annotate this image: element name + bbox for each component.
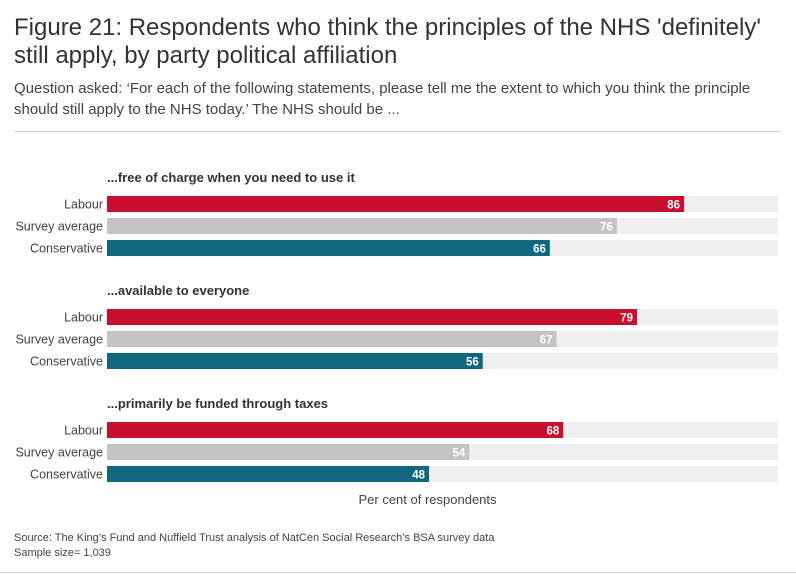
sample-size-text: Sample size= 1,039 (14, 547, 111, 559)
bar-conservative (107, 240, 550, 256)
category-label: Conservative (30, 242, 103, 256)
page-title: Figure 21: Respondents who think the pri… (14, 14, 761, 69)
bar-survey-average (107, 331, 557, 347)
category-label: Labour (64, 311, 103, 325)
data-label: 68 (546, 426, 559, 438)
chart-subtitle: Question asked: ‘For each of the followi… (14, 80, 751, 118)
category-label: Conservative (30, 355, 103, 369)
group-title: ...available to everyone (107, 283, 249, 298)
source-text: Source: The King’s Fund and Nuffield Tru… (14, 532, 495, 544)
bar-survey-average (107, 218, 617, 234)
group-title: ...primarily be funded through taxes (107, 396, 328, 411)
data-label: 67 (540, 335, 553, 347)
data-label: 54 (453, 448, 466, 460)
bar-labour (107, 422, 564, 438)
group-title: ...free of charge when you need to use i… (107, 170, 355, 185)
data-label: 66 (533, 244, 546, 256)
bar-survey-average (107, 444, 470, 460)
header-divider (14, 131, 781, 132)
bottom-divider (0, 572, 796, 573)
x-axis-label: Per cent of respondents (358, 492, 497, 507)
category-label: Survey average (15, 446, 103, 460)
category-label: Survey average (15, 333, 103, 347)
bar-chart: ...free of charge when you need to use i… (15, 170, 778, 507)
source-note: Source: The King’s Fund and Nuffield Tru… (14, 531, 494, 561)
data-label: 56 (466, 357, 479, 369)
data-label: 86 (667, 200, 680, 212)
data-label: 76 (600, 222, 613, 234)
category-label: Labour (64, 424, 103, 438)
bar-conservative (107, 353, 483, 369)
bar-conservative (107, 466, 430, 482)
data-label: 79 (620, 313, 633, 325)
category-label: Conservative (30, 468, 103, 482)
data-label: 48 (412, 470, 425, 482)
bar-labour (107, 196, 685, 212)
bar-labour (107, 309, 638, 325)
category-label: Labour (64, 198, 103, 212)
category-label: Survey average (15, 220, 103, 234)
